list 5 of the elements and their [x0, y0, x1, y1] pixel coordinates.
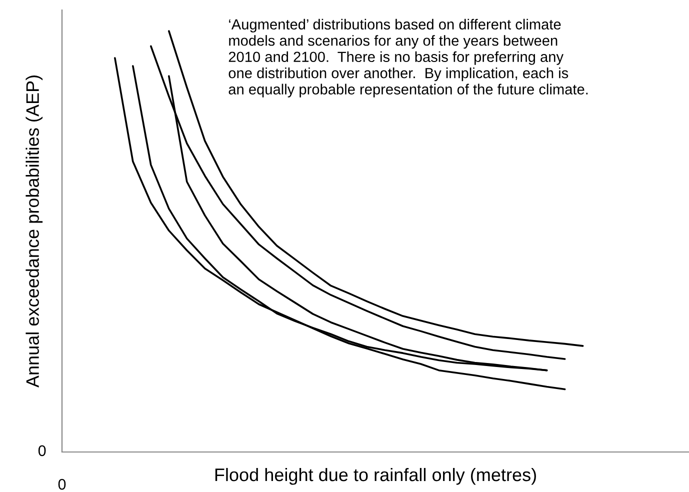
x-axis-title: Flood height due to rainfall only (metres) — [215, 468, 536, 485]
y-axis-title: Annual exceedance probabilities (AEP) — [26, 76, 43, 388]
annotation: ‘Augmented’ distributions based on different climate models and scenarios for any of the years between 2010 and 2100. There is no basis for preferring any one distribution over another. By implication, each is an equally probable representation of the future climate. — [228, 18, 588, 98]
text: 0 — [58, 478, 66, 490]
text: 0 — [38, 445, 46, 456]
